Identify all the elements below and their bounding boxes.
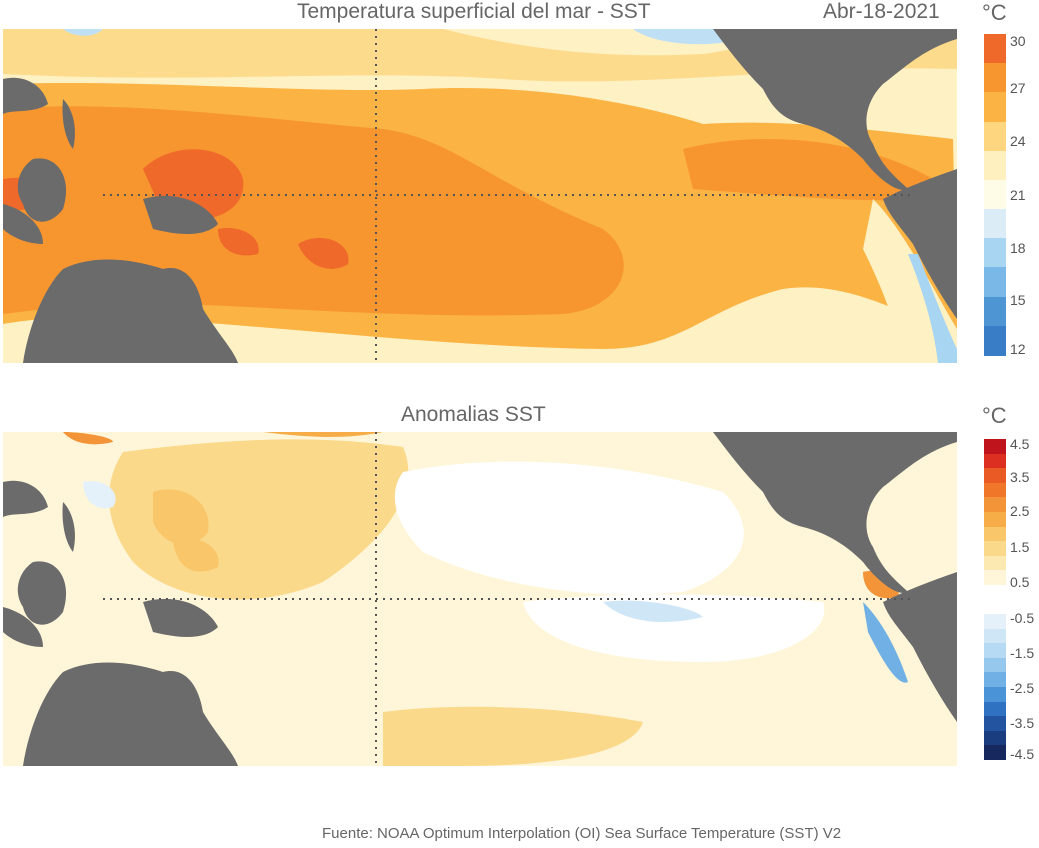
anomaly-map [3,432,957,766]
sst-hot-spot-4 [218,228,259,256]
anomaly-tick-neg-2-5: -2.5 [1010,680,1035,696]
anomaly-colorbar-segment [984,453,1006,469]
anomaly-colorbar-segment [984,628,1006,644]
land-new-guinea-2 [143,598,218,637]
sst-colorbar-segment [984,121,1006,152]
anomaly-south-warm [383,706,643,766]
land-north-america [713,29,957,190]
anomaly-colorbar-segment [984,599,1006,615]
anomaly-colorbar-segment [984,614,1006,630]
sst-colorbar-segment [984,92,1006,123]
anomaly-tick-neg-1-5: -1.5 [1010,645,1035,661]
anomaly-colorbar-segment [984,687,1006,703]
anomaly-warm-patch-2 [173,538,219,572]
sst-tick-27: 27 [1010,80,1026,96]
anomaly-tick-2-5: 2.5 [1010,503,1030,519]
anomaly-colorbar-segment [984,701,1006,717]
sst-tick-15: 15 [1010,292,1026,308]
sst-tick-24: 24 [1010,133,1026,149]
land-asia-2 [3,480,48,517]
land-sumatra [3,204,43,244]
anomaly-colorbar-segment [984,716,1006,732]
anomaly-colorbar-segment [984,745,1006,761]
anomaly-colorbar-segment [984,570,1006,586]
sst-date-label: Abr-18-2021 [823,0,940,23]
anomaly-cool-patch-1 [603,600,703,622]
sst-colorbar-segment [984,179,1006,210]
sst-map [3,29,957,363]
anomaly-colorbar-segment [984,439,1006,454]
land-philippines-2 [62,502,75,552]
anomaly-warm-patch-3 [63,432,113,445]
land-philippines [62,99,75,149]
anomaly-tick-neg-3-5: -3.5 [1010,715,1035,731]
anomaly-cool-patch-2 [863,602,908,683]
anomaly-warm-patch-4 [263,432,383,437]
anomaly-tick-4-5: 4.5 [1010,436,1030,452]
sst-nw-cold-patch [63,29,103,36]
anomaly-colorbar-segment [984,511,1006,527]
sst-colorbar-segment [984,209,1006,240]
anomaly-tick-neg-4-5: -4.5 [1010,746,1035,762]
land-borneo [17,158,67,222]
anomaly-map-title: Anomalias SST [401,403,546,426]
sst-colorbar-segment [984,63,1006,94]
land-north-america-2 [713,432,957,593]
anomaly-colorbar-segment [984,584,1006,600]
sst-colorbar-segment [984,150,1006,181]
anomaly-colorbar-segment [984,468,1006,484]
anomaly-colorbar-segment [984,541,1006,557]
sst-colorbar-segment [984,238,1006,269]
sst-tick-30: 30 [1010,33,1026,49]
anomaly-colorbar [984,439,1006,761]
sst-tick-12: 12 [1010,341,1026,357]
sst-tick-21: 21 [1010,187,1026,203]
land-new-guinea [143,195,218,234]
sst-colorbar-segment [984,34,1006,64]
sst-hot-spot-3 [298,237,349,269]
sst-colorbar-segment [984,325,1006,356]
source-credit: Fuente: NOAA Optimum Interpolation (OI) … [322,825,842,842]
anomaly-tick-1-5: 1.5 [1010,539,1030,555]
land-south-america-2 [883,572,957,722]
anomaly-colorbar-segment [984,643,1006,659]
land-australia [23,259,238,363]
anomaly-cool-patch-3 [83,481,116,509]
sst-colorbar [984,34,1006,356]
anomaly-warm-patch-1 [153,489,209,545]
anomaly-colorbar-segment [984,526,1006,542]
sst-colorbar-segment [984,296,1006,327]
sst-colorbar-segment [984,267,1006,298]
anomaly-colorbar-segment [984,672,1006,688]
land-borneo-2 [17,561,67,625]
land-sumatra-2 [3,607,43,647]
sst-tick-18: 18 [1010,240,1026,256]
anomaly-colorbar-segment [984,482,1006,498]
anomaly-unit-label: °C [982,403,1007,428]
anomaly-tick-3-5: 3.5 [1010,469,1030,485]
anomaly-east-neutral [523,594,825,662]
land-asia [3,77,48,114]
land-south-america [883,169,957,319]
anomaly-colorbar-segment [984,555,1006,571]
anomaly-colorbar-segment [984,657,1006,673]
sst-map-title: Temperatura superficial del mar - SST [297,0,651,23]
anomaly-tick-neg-0-5: -0.5 [1010,610,1035,626]
sst-humboldt-cold-band [908,254,957,363]
anomaly-central-neutral [394,461,744,595]
anomaly-colorbar-segment [984,730,1006,746]
anomaly-colorbar-segment [984,497,1006,513]
land-australia-2 [23,662,238,766]
sst-unit-label: °C [982,0,1007,25]
anomaly-tick-0-5: 0.5 [1010,574,1030,590]
